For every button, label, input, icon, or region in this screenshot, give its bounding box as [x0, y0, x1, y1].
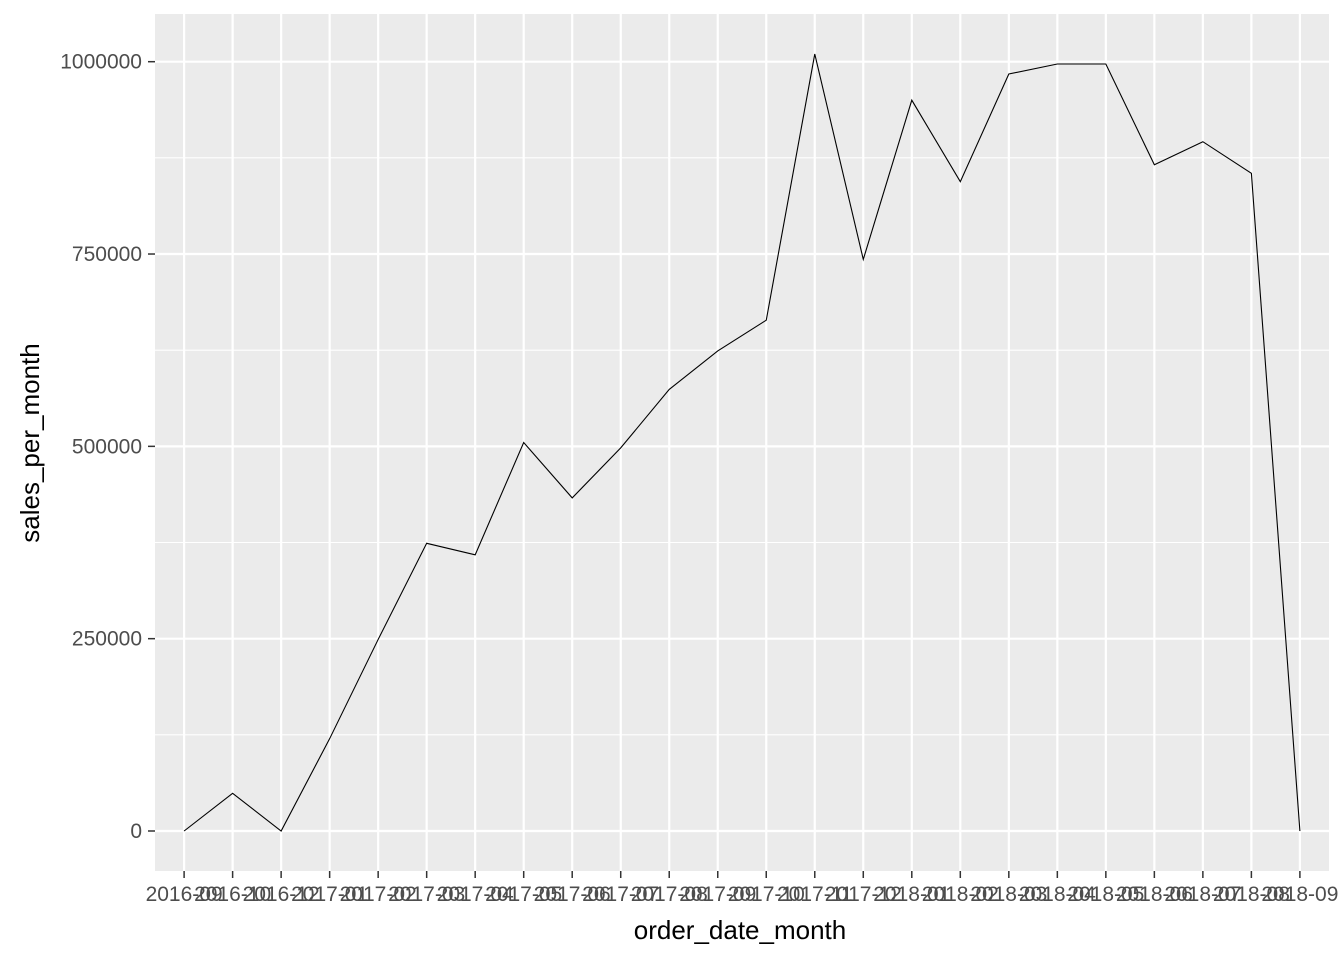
- y-tick-label: 0: [130, 820, 142, 843]
- x-tick-label: 2018-08: [1213, 883, 1290, 906]
- x-tick-label: 2017-08: [631, 883, 708, 906]
- y-tick-label: 250000: [72, 628, 142, 651]
- x-tick-label: 2016-09: [146, 883, 223, 906]
- x-tick-label: 2018-07: [1164, 883, 1241, 906]
- plot-panel: [155, 14, 1329, 871]
- y-tick-label: 500000: [72, 435, 142, 458]
- x-tick-label: 2017-02: [340, 883, 417, 906]
- x-tick-label: 2017-10: [728, 883, 805, 906]
- x-tick-label: 2017-12: [825, 883, 902, 906]
- x-axis-tick-labels: 2016-092016-102016-122017-012017-022017-…: [146, 883, 1339, 906]
- x-tick-label: 2017-01: [291, 883, 368, 906]
- x-tick-label: 2018-09: [1261, 883, 1338, 906]
- x-tick-label: 2017-11: [777, 883, 853, 906]
- x-tick-label: 2018-02: [922, 883, 999, 906]
- axis-ticks: [148, 60, 1301, 878]
- minor-gridlines: [155, 157, 1329, 736]
- x-tick-label: 2017-06: [534, 883, 611, 906]
- x-tick-label: 2018-05: [1067, 883, 1144, 906]
- y-axis-title: sales_per_month: [15, 343, 45, 542]
- x-tick-label: 2017-09: [679, 883, 756, 906]
- y-axis-tick-labels: 0 250000 500000 750000 1000000: [60, 51, 142, 843]
- x-axis-title: order_date_month: [634, 915, 846, 945]
- y-tick-label: 750000: [72, 243, 142, 266]
- x-tick-label: 2017-05: [485, 883, 562, 906]
- y-tick-label: 1000000: [60, 51, 142, 74]
- x-tick-label: 2018-01: [873, 883, 950, 906]
- x-tick-label: 2016-12: [243, 883, 320, 906]
- x-tick-label: 2018-03: [970, 883, 1047, 906]
- series-line: [183, 53, 1301, 832]
- x-tick-label: 2017-07: [582, 883, 659, 906]
- x-tick-label: 2016-10: [194, 883, 271, 906]
- x-tick-label: 2018-06: [1116, 883, 1193, 906]
- x-tick-label: 2018-04: [1019, 883, 1096, 906]
- x-tick-label: 2017-03: [388, 883, 465, 906]
- x-tick-label: 2017-04: [437, 883, 514, 906]
- major-gridlines: [155, 14, 1329, 871]
